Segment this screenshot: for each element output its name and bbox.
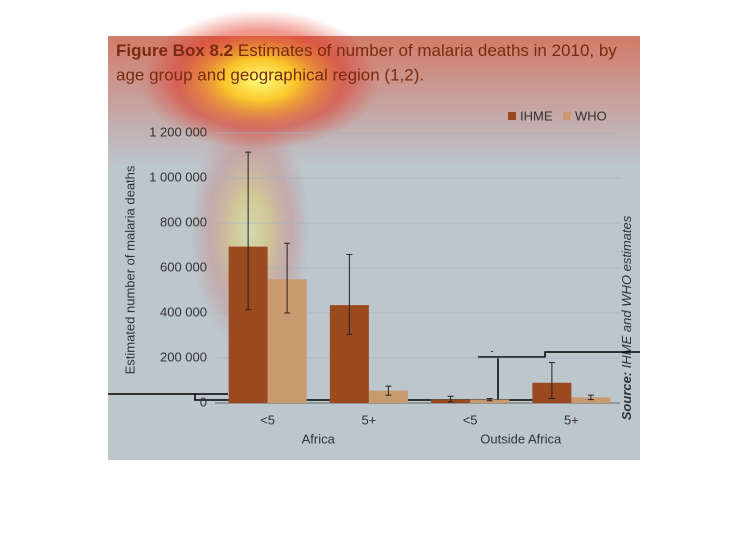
title-line: age group and geographical region (1,2). (116, 65, 424, 84)
chart-title: Figure Box 8.2 Estimates of number of ma… (116, 41, 617, 60)
bar (571, 397, 611, 403)
legend-label: WHO (575, 108, 607, 123)
x-tick-label: 5+ (361, 412, 376, 427)
y-tick-label: 400 000 (160, 304, 207, 319)
y-tick-label: 200 000 (160, 349, 207, 364)
y-tick-label: 600 000 (160, 259, 207, 274)
legend-swatch (563, 112, 571, 120)
bar (470, 399, 510, 403)
source-text: IHME and WHO estimates (619, 215, 634, 368)
y-tick-label: 1 000 000 (149, 169, 207, 184)
legend-label: IHME (520, 108, 553, 123)
y-axis-label: Estimated number of malaria deaths (122, 165, 137, 374)
x-tick-label: <5 (260, 412, 275, 427)
bar (368, 390, 408, 403)
heatmap (140, 10, 380, 150)
y-tick-label: 1 200 000 (149, 124, 207, 139)
annotation-line (478, 351, 640, 358)
source-label: Source: (619, 372, 634, 420)
y-tick-label: 800 000 (160, 214, 207, 229)
x-tick-label: <5 (463, 412, 478, 427)
x-tick-label: 5+ (564, 412, 579, 427)
title-label: Figure Box 8.2 (116, 41, 233, 60)
source: Source: IHME and WHO estimates (619, 215, 634, 420)
legend-swatch (508, 112, 516, 120)
title-line: Estimates of number of malaria deaths in… (238, 41, 617, 60)
group-label: Africa (302, 431, 336, 446)
y-tick-label: 0 (200, 394, 207, 409)
group-label: Outside Africa (480, 431, 562, 446)
